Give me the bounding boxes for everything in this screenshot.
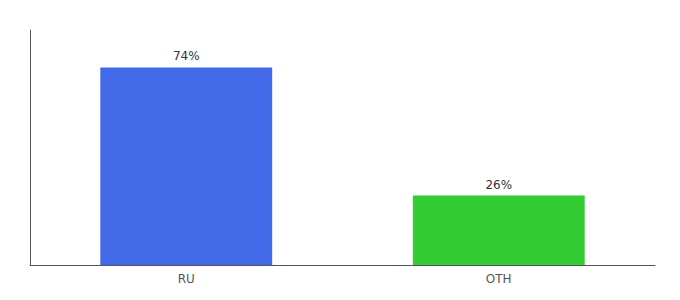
svg-text:26%: 26% xyxy=(485,178,512,192)
svg-text:RU: RU xyxy=(178,272,195,286)
svg-text:74%: 74% xyxy=(173,49,200,63)
svg-text:OTH: OTH xyxy=(486,272,512,286)
